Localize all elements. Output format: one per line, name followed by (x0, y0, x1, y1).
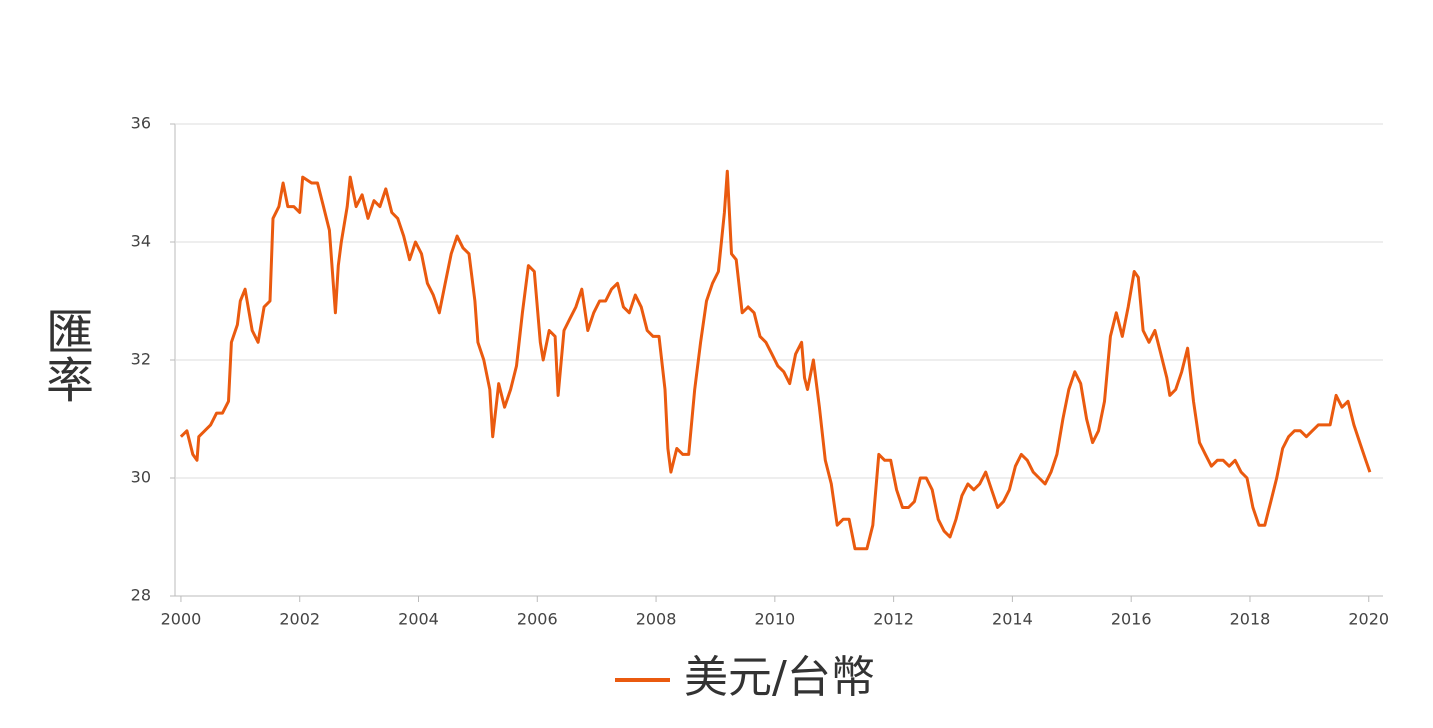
x-tick-label: 2020 (1348, 610, 1389, 629)
x-tick-label: 2014 (992, 610, 1033, 629)
y-tick-label: 32 (131, 350, 151, 369)
x-tick-label: 2004 (398, 610, 439, 629)
x-tick-label: 2018 (1230, 610, 1271, 629)
x-tick-label: 2008 (636, 610, 677, 629)
legend-label: 美元/台幣 (684, 652, 875, 703)
x-tick-label: 2012 (873, 610, 914, 629)
x-tick-label: 2000 (161, 610, 202, 629)
data-line (179, 169, 1372, 551)
y-tick-label: 36 (131, 114, 151, 133)
x-tick-label: 2006 (517, 610, 558, 629)
x-tick-label: 2016 (1111, 610, 1152, 629)
y-tick-label: 28 (131, 586, 151, 605)
y-axis-title: 匯率 (37, 307, 93, 403)
y-tick-label: 34 (131, 232, 151, 251)
x-tick-label: 2002 (279, 610, 320, 629)
y-tick-label: 30 (131, 468, 151, 487)
x-tick-label: 2010 (754, 610, 795, 629)
